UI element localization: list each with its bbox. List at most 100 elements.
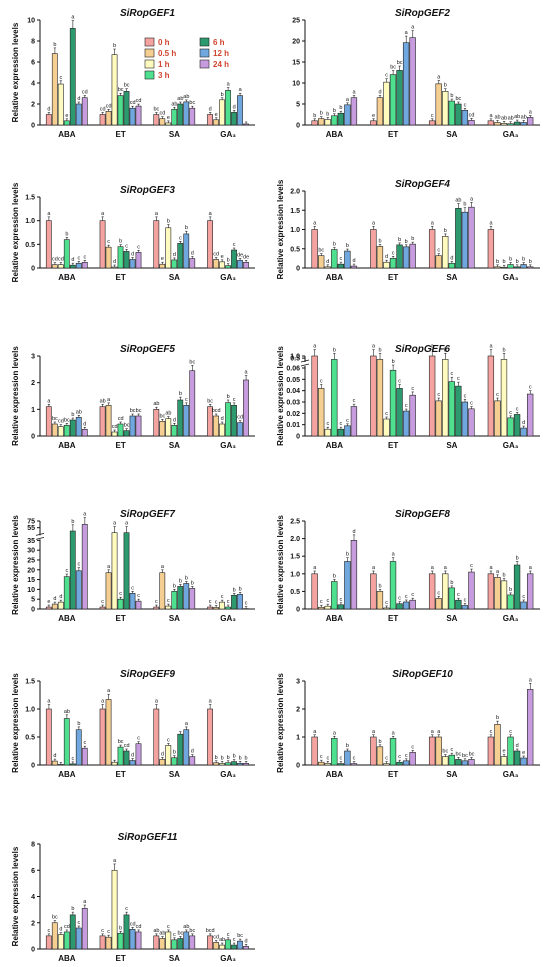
axis-break-mark <box>300 359 310 363</box>
significance-letter: e <box>372 113 375 119</box>
significance-letter: e <box>221 254 224 260</box>
significance-letter: d <box>53 596 56 602</box>
significance-letter: e <box>47 599 50 605</box>
bar <box>165 931 172 950</box>
significance-letter: c <box>227 932 230 938</box>
bar <box>63 239 70 269</box>
bar <box>183 583 190 610</box>
bar <box>396 388 403 437</box>
bar <box>57 601 64 610</box>
x-tick-label: ABA <box>58 441 76 450</box>
y-tick-label: 35 <box>27 538 35 545</box>
bar <box>331 249 338 269</box>
bar <box>311 573 318 610</box>
bar <box>129 760 136 766</box>
bar <box>153 409 160 437</box>
bar <box>311 736 318 766</box>
significance-letter: c <box>83 254 86 260</box>
significance-letter: e <box>522 750 525 756</box>
bar <box>171 591 178 610</box>
significance-letter: b <box>379 238 382 244</box>
y-axis-label: Relative expression levels <box>11 22 20 122</box>
significance-letter: bc <box>397 60 403 66</box>
bar <box>81 524 88 610</box>
significance-letter: b <box>71 412 74 418</box>
x-tick-label: GA₃ <box>503 130 519 139</box>
bar <box>171 108 178 126</box>
x-tick-label: ET <box>116 441 126 450</box>
significance-letter: c <box>119 591 122 597</box>
significance-letter: c <box>529 385 532 391</box>
significance-letter: c <box>77 255 80 261</box>
significance-letter: c <box>326 421 329 427</box>
bar <box>370 120 377 126</box>
significance-letter: cd <box>469 112 475 118</box>
bar <box>111 532 118 610</box>
significance-letter: ab <box>514 114 520 120</box>
significance-letter: a <box>352 90 356 96</box>
chart-title: SiRopGEF4 <box>395 179 450 190</box>
bar <box>243 123 249 126</box>
significance-letter: a <box>431 344 435 350</box>
significance-letter: b <box>398 237 401 243</box>
significance-letter: c <box>66 568 69 574</box>
significance-letter: bc <box>177 931 183 937</box>
x-tick-label: ET <box>388 770 398 779</box>
significance-letter: de <box>237 252 243 258</box>
y-tick-label: 2 <box>296 707 300 714</box>
x-tick-label: SA <box>169 273 180 282</box>
bar <box>500 359 508 437</box>
x-tick-label: SA <box>169 614 180 623</box>
bar <box>69 914 76 950</box>
bar <box>409 599 416 610</box>
x-tick-label: ET <box>116 273 126 282</box>
significance-letter: b <box>179 391 182 397</box>
significance-letter: bc <box>442 749 448 755</box>
y-tick-label: 1.5 <box>290 208 300 215</box>
bar <box>69 763 76 766</box>
bar <box>520 757 527 766</box>
bar <box>111 431 118 437</box>
y-tick-label: 2 <box>31 102 35 109</box>
y-axis-label: Relative expression levels <box>11 515 20 615</box>
bar <box>520 427 527 437</box>
bar <box>45 935 52 950</box>
x-tick-label: ABA <box>326 770 344 779</box>
significance-letter: a <box>405 30 409 36</box>
x-tick-label: GA₃ <box>503 614 519 623</box>
significance-letter: b <box>227 755 230 761</box>
significance-letter: b <box>496 715 499 721</box>
bar <box>57 934 64 950</box>
significance-letter: d <box>53 753 56 759</box>
bar <box>63 120 70 126</box>
significance-letter: bc <box>456 751 462 757</box>
significance-letter: bc <box>456 96 462 102</box>
significance-letter: ab <box>100 398 106 404</box>
legend-label: 24 h <box>213 60 229 69</box>
y-tick-label: 1.0 <box>290 571 300 578</box>
significance-letter: c <box>125 906 128 912</box>
bar <box>243 379 249 437</box>
bar <box>129 259 136 269</box>
significance-letter: b <box>185 575 188 581</box>
y-tick-label: 10 <box>27 18 35 25</box>
significance-letter: d <box>516 743 519 749</box>
significance-letter: a <box>470 196 474 202</box>
significance-letter: cd <box>159 111 165 117</box>
significance-letter: cd <box>58 419 64 425</box>
significance-letter: c <box>437 248 440 254</box>
x-tick-label: ABA <box>326 614 344 623</box>
significance-letter: b <box>119 239 122 245</box>
bar <box>111 54 118 126</box>
bar <box>311 120 318 126</box>
bar <box>75 927 82 950</box>
bar <box>69 28 76 126</box>
significance-letter: cd <box>118 416 124 422</box>
bar <box>350 406 358 437</box>
x-tick-label: ET <box>388 130 398 139</box>
y-tick-label: 0 <box>31 434 35 441</box>
significance-letter: b <box>411 236 414 242</box>
significance-letter: c <box>326 755 329 761</box>
x-tick-label: ET <box>388 273 398 282</box>
bar <box>370 736 377 766</box>
